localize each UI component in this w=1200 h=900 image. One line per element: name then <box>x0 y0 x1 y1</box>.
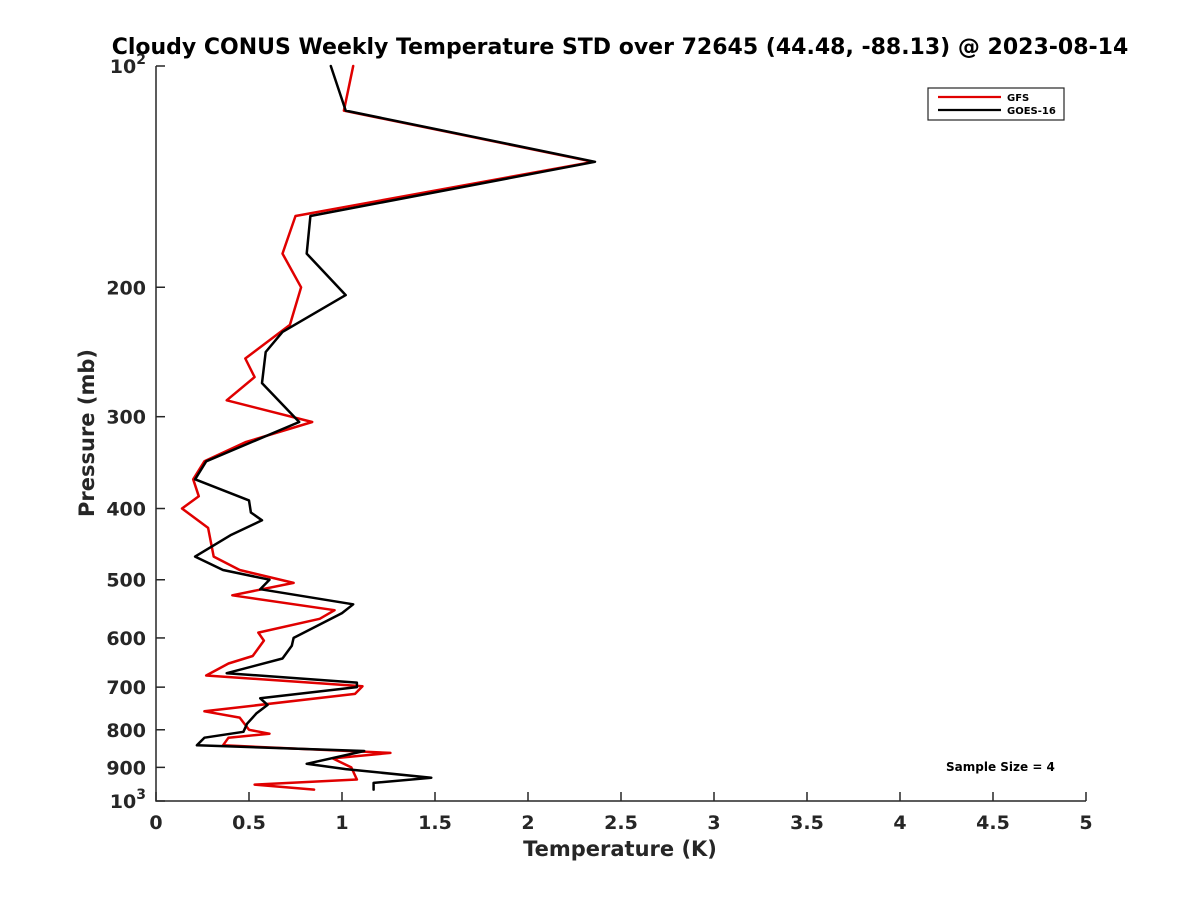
y-tick-label: 500 <box>106 570 146 592</box>
y-tick-label: 600 <box>106 628 146 650</box>
x-tick-label: 0.5 <box>232 812 266 834</box>
x-tick-label: 3.5 <box>790 812 824 834</box>
y-tick-label: 900 <box>106 757 146 779</box>
y-tick-label: 300 <box>106 407 146 429</box>
axes-frame <box>155 66 1086 802</box>
legend-box <box>927 87 1065 121</box>
y-tick-label: 102 <box>110 52 146 78</box>
x-tick-label: 4 <box>893 812 906 834</box>
x-tick-label: 3 <box>707 812 720 834</box>
x-tick-label: 0 <box>149 812 162 834</box>
x-tick-label: 2 <box>521 812 534 834</box>
series-line-gfs <box>180 64 595 791</box>
x-tick-label: 5 <box>1079 812 1092 834</box>
y-tick-label: 200 <box>106 277 146 299</box>
series-line-goes16 <box>193 64 597 791</box>
y-tick-label: 800 <box>106 720 146 742</box>
chart-title: Cloudy CONUS Weekly Temperature STD over… <box>112 35 1129 60</box>
y-tick-label: 103 <box>110 787 146 813</box>
x-tick-label: 4.5 <box>976 812 1010 834</box>
x-axis-label: Temperature (K) <box>523 837 717 861</box>
y-tick-label: 400 <box>106 499 146 521</box>
x-tick-label: 2.5 <box>604 812 638 834</box>
y-tick-label: 700 <box>106 677 146 699</box>
y-axis: 102 200 300 400 500 600 700 800 900 103 <box>106 52 165 813</box>
plot-lines <box>180 64 597 791</box>
y-axis-label: Pressure (mb) <box>75 349 99 517</box>
x-tick-label: 1 <box>335 812 348 834</box>
x-tick-label: 1.5 <box>418 812 452 834</box>
legend-label-goes16: GOES-16 <box>1007 106 1056 117</box>
sample-size-annotation: Sample Size = 4 <box>946 760 1055 774</box>
x-axis: 0 0.5 1 1.5 2 2.5 3 3.5 4 4.5 5 <box>149 792 1093 834</box>
legend-label-gfs: GFS <box>1007 93 1029 104</box>
legend: GFS GOES-16 <box>927 87 1065 121</box>
